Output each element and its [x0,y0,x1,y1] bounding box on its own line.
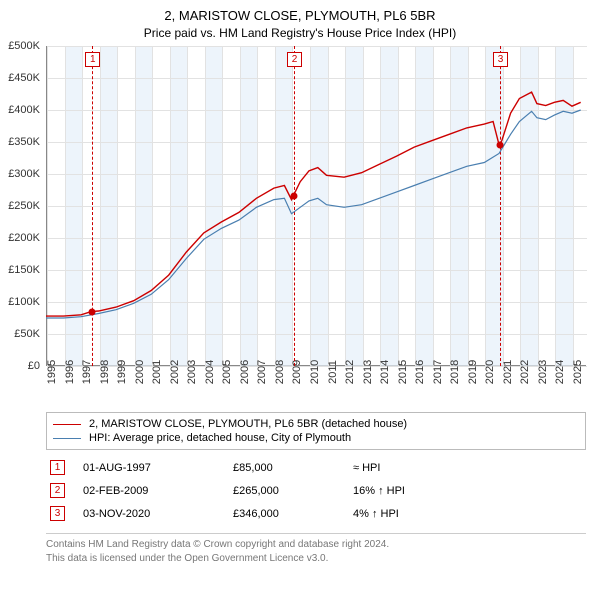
transaction-row: 1 01-AUG-1997£85,000≈ HPI [46,456,586,479]
page-title: 2, MARISTOW CLOSE, PLYMOUTH, PL6 5BR [0,0,600,23]
transaction-note: 16% ↑ HPI [353,485,586,497]
transaction-row: 3 03-NOV-2020£346,0004% ↑ HPI [46,502,586,525]
transaction-date: 02-FEB-2009 [83,485,233,497]
transaction-marker-2: 2 [287,52,302,67]
y-axis-tick-label: £400K [8,104,40,116]
chart-lines [46,46,586,366]
legend-row-hpi: HPI: Average price, detached house, City… [53,431,579,445]
y-axis-tick-label: £350K [8,136,40,148]
attribution-line2: This data is licensed under the Open Gov… [46,552,586,566]
y-axis-tick-label: £100K [8,296,40,308]
legend-label-property: 2, MARISTOW CLOSE, PLYMOUTH, PL6 5BR (de… [89,418,407,430]
attribution: Contains HM Land Registry data © Crown c… [46,533,586,565]
transaction-price: £85,000 [233,462,353,474]
transaction-date: 03-NOV-2020 [83,508,233,520]
transaction-price: £346,000 [233,508,353,520]
transaction-idx: 2 [50,483,65,498]
legend: 2, MARISTOW CLOSE, PLYMOUTH, PL6 5BR (de… [46,412,586,450]
transaction-idx: 1 [50,460,65,475]
transaction-note: 4% ↑ HPI [353,508,586,520]
transaction-idx: 3 [50,506,65,521]
transaction-row: 2 02-FEB-2009£265,00016% ↑ HPI [46,479,586,502]
legend-label-hpi: HPI: Average price, detached house, City… [89,432,351,444]
y-axis-tick-label: £300K [8,168,40,180]
transaction-price: £265,000 [233,485,353,497]
y-axis-tick-label: £50K [14,328,40,340]
y-axis-tick-label: £250K [8,200,40,212]
page-subtitle: Price paid vs. HM Land Registry's House … [0,23,600,46]
legend-row-property: 2, MARISTOW CLOSE, PLYMOUTH, PL6 5BR (de… [53,417,579,431]
transaction-table: 1 01-AUG-1997£85,000≈ HPI 2 02-FEB-2009£265… [46,456,586,525]
transaction-note: ≈ HPI [353,462,586,474]
y-axis-tick-label: £200K [8,232,40,244]
legend-swatch-property [53,424,81,425]
transaction-marker-3: 3 [493,52,508,67]
y-axis-tick-label: £500K [8,40,40,52]
attribution-line1: Contains HM Land Registry data © Crown c… [46,538,586,552]
transaction-marker-1: 1 [85,52,100,67]
y-axis-tick-label: £450K [8,72,40,84]
y-axis-tick-label: £150K [8,264,40,276]
y-axis-tick-label: £0 [28,360,40,372]
legend-swatch-hpi [53,438,81,439]
chart-container: 123 £0£50K£100K£150K£200K£250K£300K£350K… [46,46,586,406]
transaction-date: 01-AUG-1997 [83,462,233,474]
